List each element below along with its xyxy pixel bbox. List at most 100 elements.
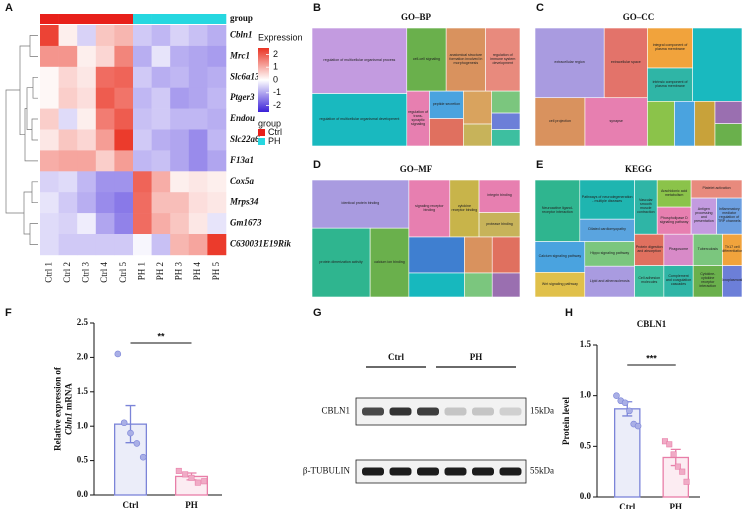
heatmap-cell xyxy=(170,129,190,151)
heatmap-cell xyxy=(40,129,59,151)
row-label: Cox5a xyxy=(230,176,255,186)
treemap-tile-label-box: Antigen processing and presentation xyxy=(694,207,714,223)
y-axis-label-part: Relative expression of xyxy=(53,366,63,451)
heatmap-cell xyxy=(133,108,152,130)
heatmap-cell xyxy=(114,234,134,256)
heatmap-cell xyxy=(114,213,134,235)
chart-title: CBLN1 xyxy=(637,319,667,329)
heatmap-cell xyxy=(77,192,97,214)
data-point xyxy=(194,479,201,486)
data-point xyxy=(188,474,195,481)
heatmap-cell xyxy=(40,66,59,88)
heatmap-cell xyxy=(133,129,152,151)
treemap-tile-label: Lipid and atherosclerosis xyxy=(589,278,630,283)
treemap-tile xyxy=(408,236,465,274)
treemap-tile xyxy=(647,101,675,147)
heatmap-cell xyxy=(58,192,78,214)
treemap-tile-label: identical protein binding xyxy=(341,201,380,206)
heatmap-cell xyxy=(114,108,134,130)
treemap-tile-label: Calcium signaling pathway xyxy=(538,253,582,258)
column-label: Ctrl 2 xyxy=(62,262,72,283)
heatmap-cell xyxy=(170,66,190,88)
column-label: Ctrl 3 xyxy=(81,262,91,283)
y-tick-label: 2.5 xyxy=(77,317,89,327)
group-bar-title: group xyxy=(230,13,253,23)
treemap-tile-label: Platelet activation xyxy=(702,186,731,191)
blot-membrane xyxy=(355,397,527,426)
treemap-tile-label: Pathways of neurodegeneration - multiple… xyxy=(581,194,633,203)
treemap-tile-label: Phospholipase D signaling pathway xyxy=(659,215,689,224)
treemap-tile-label-box: synapse xyxy=(609,118,623,123)
treemap-tile-label: integrin binding xyxy=(487,193,512,198)
panel-label: G xyxy=(313,307,322,319)
group-legend-label: Ctrl xyxy=(268,127,282,137)
data-point xyxy=(127,429,134,437)
heatmap-cell xyxy=(188,129,208,151)
blot-band xyxy=(472,467,494,476)
blot-band xyxy=(389,407,412,416)
blot-band xyxy=(417,407,439,416)
heatmap-cell xyxy=(40,25,59,47)
y-axis-label-part: Cbln1 xyxy=(63,412,73,435)
treemap-tile-label-box: integral component of plasma membrane xyxy=(652,43,688,51)
group-bar xyxy=(207,14,227,24)
treemap-tile xyxy=(491,272,521,298)
heatmap-cell xyxy=(207,129,227,151)
group-bar xyxy=(188,14,208,24)
heatmap-cell xyxy=(58,66,78,88)
heatmap-cell xyxy=(188,213,208,235)
heatmap-cell xyxy=(77,129,97,151)
treemap-tile xyxy=(311,227,371,298)
heatmap-cell xyxy=(207,171,227,193)
data-point xyxy=(175,467,182,474)
heatmap-cell xyxy=(95,171,115,193)
treemap-tile-label-box: Tuberculosis xyxy=(698,247,718,251)
y-axis-label: Relative expression ofCbln1 mRNA xyxy=(53,366,74,451)
heatmap-cell xyxy=(170,192,190,214)
colorbar-tick-label: -2 xyxy=(273,100,281,110)
treemap-tile-label-box: Protein digestion and absorption xyxy=(636,245,663,253)
treemap-tile-label: Phagosome xyxy=(668,246,689,251)
treemap-tile-label-box: extracellular space xyxy=(611,60,641,64)
panel-label: E xyxy=(536,159,543,171)
treemap-tile-label-box: regulation of multicellular organismal p… xyxy=(323,58,395,62)
treemap-tile-label-box: Wnt signaling pathway xyxy=(542,282,578,286)
treemap-tile-label: signaling receptor binding xyxy=(415,203,444,212)
y-tick-label: 0.5 xyxy=(77,455,89,465)
treemap-tile xyxy=(485,27,521,92)
heatmap-cell xyxy=(95,108,115,130)
heatmap-cell xyxy=(207,108,227,130)
heatmap-cell xyxy=(40,213,59,235)
treemap-tile xyxy=(584,97,648,147)
treemap-tile-label: synapse xyxy=(609,118,623,123)
treemap-tile-label-box: Cytokine-cytokine receptor interaction xyxy=(700,272,717,288)
row-label: F13a1 xyxy=(229,155,254,165)
row-label: Slc6a13 xyxy=(230,71,260,81)
data-point xyxy=(114,350,122,358)
heatmap-cell xyxy=(133,87,152,109)
treemap-tile xyxy=(603,27,648,99)
heatmap-cell xyxy=(207,66,227,88)
blot-band xyxy=(389,467,412,476)
treemap-tile xyxy=(311,179,410,229)
blot-band xyxy=(362,467,384,476)
treemap-tile-label: peptide secretion xyxy=(432,101,461,106)
treemap-tile-label-box: Phospholipase D signaling pathway xyxy=(659,215,689,224)
treemap-tile-label-box: intrinsic component of plasma membrane xyxy=(653,80,688,88)
heatmap-cell xyxy=(77,25,97,47)
group-bar xyxy=(95,14,115,24)
treemap-tile-label: integral component of plasma membrane xyxy=(652,43,688,51)
treemap-tile-label-box: Arachidonic acid metabolism xyxy=(661,189,687,197)
y-tick-label: 1.0 xyxy=(580,390,592,400)
treemap-tile-label: protein dimerization activity xyxy=(319,259,363,264)
heatmap-cell xyxy=(133,171,152,193)
treemap-tile xyxy=(534,241,586,273)
treemap-tile xyxy=(463,90,492,125)
data-point xyxy=(613,392,620,399)
row-label: Gm1673 xyxy=(230,218,262,228)
heatmap-cell xyxy=(207,192,227,214)
treemap-tile-label-box: anatomical structure formation involved … xyxy=(449,53,482,65)
treemap-tile-label: cell projection xyxy=(548,118,571,123)
data-point xyxy=(120,419,128,427)
